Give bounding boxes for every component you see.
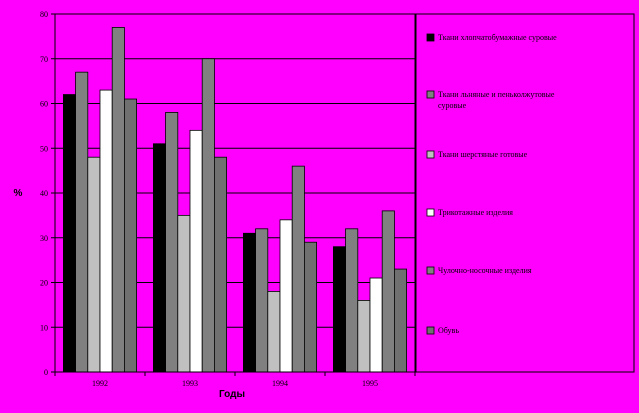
legend: Ткани хлопчатобумажные суровые Ткани льня… [415,13,635,373]
bar [255,228,269,373]
y-tick-label: 0 [44,368,48,377]
y-axis: 0 10 20 30 40 50 60 70 80 [40,10,56,377]
y-tick-label: 10 [40,323,48,332]
bar [201,58,215,373]
legend-swatch [426,33,435,42]
legend-swatch [426,208,435,217]
bar [369,277,383,373]
bar [124,98,138,373]
bar [111,27,125,373]
bar [75,71,89,373]
bar [279,219,293,373]
y-tick-label: 60 [40,100,48,109]
y-tick-label: 30 [40,234,48,243]
x-axis: 1992 1993 1994 1995 [54,371,416,388]
x-tick-label: 1995 [362,379,378,388]
x-axis-title: Годы [219,389,245,400]
x-tick-label: 1994 [272,379,288,388]
x-tick-label: 1993 [182,379,198,388]
bar [393,268,407,373]
legend-label: Чулочно-носочные изделия [438,266,532,275]
bar [165,112,179,373]
y-tick-label: 70 [40,55,48,64]
bar [357,299,371,373]
bar [177,214,191,373]
y-tick-label: 50 [40,144,48,153]
bar [303,241,317,373]
bar [242,232,256,373]
bar [63,94,77,373]
bar [291,165,305,373]
legend-label: Трикотажные изделия [438,208,513,217]
bar [152,143,166,373]
y-tick-label: 80 [40,10,48,19]
y-tick-label: 40 [40,189,48,198]
bar [213,156,227,373]
bar [332,246,346,373]
legend-swatch [426,266,435,275]
bar [381,210,395,373]
legend-label: Ткани льняные и пеньколжутовые суровые [438,90,555,110]
x-tick-label: 1992 [92,379,108,388]
legend-label: Ткани шерстяные готовые [438,150,528,159]
bars [63,27,407,373]
bar [189,129,203,373]
bar [345,228,359,373]
y-axis-title: % [14,188,23,199]
legend-swatch [426,326,435,335]
legend-swatch [426,90,435,99]
bar [87,156,101,373]
y-tick-label: 20 [40,279,48,288]
legend-label: Ткани хлопчатобумажные суровые [438,33,557,42]
legend-box [415,13,635,373]
bar [267,291,281,373]
legend-label: Обувь [438,326,459,335]
bar [99,89,113,373]
legend-swatch [426,150,435,159]
